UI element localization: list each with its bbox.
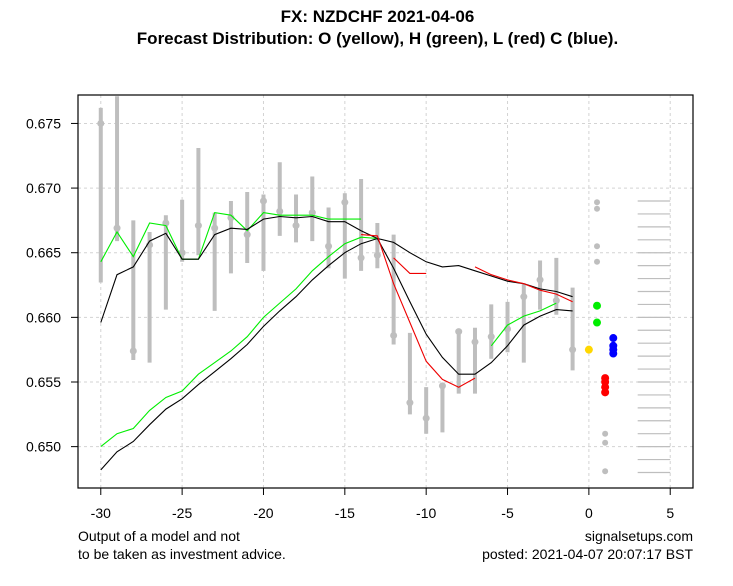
candle-point	[243, 231, 251, 239]
grid	[78, 95, 693, 488]
y-tick-label: 0.650	[26, 439, 61, 455]
candle-point	[276, 207, 284, 215]
candle-point	[357, 254, 365, 262]
series-line-upper-red-b	[474, 266, 573, 303]
candle-point	[211, 224, 219, 232]
series-line-right-green	[490, 302, 557, 347]
x-tick-label: -10	[416, 505, 436, 521]
candle-point	[438, 382, 446, 390]
candle-point	[308, 209, 316, 217]
candle-point	[471, 338, 479, 346]
plot-frame	[77, 94, 694, 489]
candle-point	[162, 219, 170, 227]
forecast-point-L-gray	[602, 439, 609, 446]
y-axis: 0.650 0.655 0.660 0.665 0.670 0.675	[26, 115, 78, 455]
forecast-point-H-gray	[594, 205, 601, 212]
candle-point	[259, 197, 267, 205]
series-line-lower-green	[100, 236, 378, 448]
candle-point	[341, 198, 349, 206]
candles	[97, 96, 577, 434]
disclaimer: Output of a model and not to be taken as…	[78, 527, 286, 563]
forecast-point-L-gray	[602, 430, 609, 437]
level-ticks	[637, 200, 671, 474]
forecast-point-H-gray	[594, 243, 601, 250]
x-axis: -30 -25 -20 -15 -10 -5 0 5	[91, 488, 674, 521]
series-line-upper-red-a	[393, 257, 427, 274]
forecast-point-L	[601, 388, 610, 397]
y-tick-label: 0.670	[26, 180, 61, 196]
candle-point	[97, 119, 105, 127]
candle-point	[552, 297, 560, 305]
forecast-point-C	[609, 334, 618, 343]
candle-point	[390, 331, 398, 339]
series-line-lower-red	[361, 234, 476, 388]
site-label: signalsetups.com	[584, 528, 693, 544]
candle-point	[569, 346, 577, 354]
candle-point	[536, 276, 544, 284]
y-tick-label: 0.675	[26, 115, 61, 131]
forecast-point-O	[584, 345, 593, 354]
series-line-lower-black	[100, 237, 573, 471]
y-tick-label: 0.665	[26, 245, 61, 261]
x-tick-label: -5	[501, 505, 514, 521]
chart-title: FX: NZDCHF 2021-04-06	[280, 7, 475, 26]
chart-subtitle: Forecast Distribution: O (yellow), H (gr…	[136, 29, 619, 48]
candle-point	[455, 328, 463, 336]
x-tick-label: -15	[335, 505, 355, 521]
forecast-point-H	[593, 301, 602, 310]
lines	[100, 211, 573, 471]
series-line-upper-green	[100, 211, 362, 263]
candle-point	[422, 414, 430, 422]
y-tick-label: 0.655	[26, 374, 61, 390]
attribution: signalsetups.com posted: 2021-04-07 20:0…	[482, 527, 693, 563]
forecast-point-H-gray	[594, 258, 601, 265]
candle-point	[194, 222, 202, 230]
candle-point	[325, 242, 333, 250]
candle-point	[406, 399, 414, 407]
x-tick-label: 5	[666, 505, 674, 521]
candle-point	[292, 222, 300, 230]
forecast-point-H	[593, 318, 602, 327]
disclaimer-line-1: Output of a model and not	[78, 528, 240, 544]
x-tick-label: -20	[253, 505, 273, 521]
candle-point	[129, 347, 137, 355]
disclaimer-line-2: to be taken as investment advice.	[78, 546, 286, 562]
forecast-point-L-gray	[602, 468, 609, 475]
candle-point	[373, 251, 381, 259]
x-tick-label: -25	[172, 505, 192, 521]
candle-point	[487, 333, 495, 341]
forecast-point-H-gray	[594, 199, 601, 206]
candle-point	[227, 214, 235, 222]
forecast-point-C	[609, 349, 618, 358]
x-tick-label: -30	[91, 505, 111, 521]
y-tick-label: 0.660	[26, 309, 61, 325]
candle-point	[113, 224, 121, 232]
series-line-upper-black	[100, 215, 573, 323]
candle-point	[520, 293, 528, 301]
posted-timestamp: posted: 2021-04-07 20:07:17 BST	[482, 546, 693, 562]
x-tick-label: 0	[585, 505, 593, 521]
forecast-points	[584, 199, 618, 475]
